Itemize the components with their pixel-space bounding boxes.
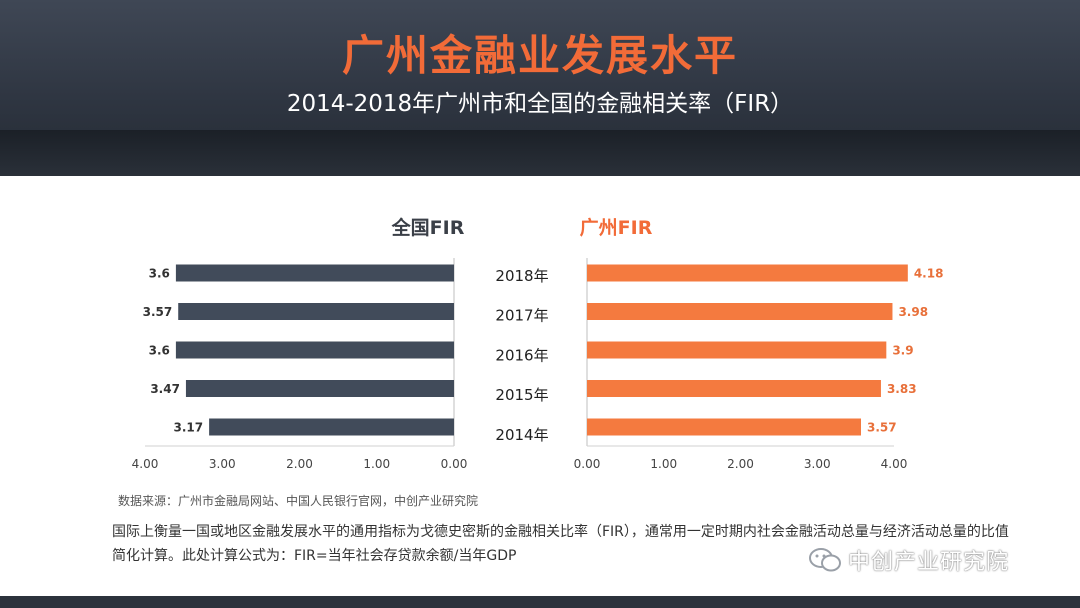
watermark: 中创产业研究院: [808, 545, 1009, 575]
data-label-left: 3.6: [149, 344, 170, 358]
data-label-right: 3.9: [892, 344, 913, 358]
data-label-left: 3.6: [149, 267, 170, 281]
data-label-right: 3.98: [898, 305, 928, 319]
bar-right: [587, 264, 908, 282]
panel-title-right: 广州FIR: [580, 216, 653, 239]
page-title: 广州金融业发展水平: [341, 31, 738, 80]
tick-label-right: 0.00: [574, 457, 601, 471]
category-label: 2014年: [495, 426, 548, 444]
tick-label-right: 3.00: [804, 457, 831, 471]
panel-title-left: 全国FIR: [391, 216, 465, 239]
data-source: 数据来源：广州市金融局网站、中国人民银行官网，中创产业研究院: [118, 494, 479, 508]
chart-area: 全国FIR 4.00 3.00 2.00 1.00 0.00 3.6 3.57 3.6 3.47 3…: [0, 176, 1080, 506]
data-label-right: 3.83: [887, 382, 917, 396]
bar-left: [175, 264, 454, 282]
data-label-left: 3.17: [174, 421, 204, 435]
category-label: 2015年: [495, 386, 548, 404]
category-label: 2016年: [495, 346, 548, 364]
data-label-right: 3.57: [867, 421, 897, 435]
tick-label-right: 2.00: [727, 457, 754, 471]
bar-left: [178, 303, 454, 320]
category-label: 2018年: [495, 267, 548, 285]
watermark-text: 中创产业研究院: [848, 550, 1010, 575]
bar-left: [209, 418, 454, 436]
header: 广州金融业发展水平 2014-2018年广州市和全国的金融相关率（FIR）: [0, 0, 1080, 176]
data-label-left: 3.47: [150, 382, 180, 396]
tick-label-right: 1.00: [650, 457, 677, 471]
data-label-left: 3.57: [143, 305, 173, 319]
bar-right: [587, 303, 893, 320]
bar-right: [587, 418, 861, 436]
category-label: 2017年: [495, 307, 548, 325]
fir-chart: 全国FIR 4.00 3.00 2.00 1.00 0.00 3.6 3.57 3.6 3.47 3…: [132, 216, 944, 471]
tick-label-left: 4.00: [132, 457, 159, 471]
bar-left: [185, 380, 454, 397]
tick-label-left: 1.00: [363, 457, 390, 471]
tick-label-left: 3.00: [209, 457, 236, 471]
header-band: [0, 130, 1080, 176]
fir-note: 国际上衡量一国或地区金融发展水平的通用指标为戈德史密斯的金融相关比率（FIR），…: [112, 524, 1009, 564]
wechat-icon: [809, 548, 841, 572]
bar-right: [587, 341, 887, 359]
bar-right: [587, 380, 881, 397]
page-subtitle: 2014-2018年广州市和全国的金融相关率（FIR）: [286, 91, 794, 117]
tick-label-right: 4.00: [881, 457, 908, 471]
bar-left: [175, 341, 454, 359]
tick-label-left: 0.00: [441, 457, 468, 471]
footer-bar: [0, 596, 1080, 608]
data-label-right: 4.18: [914, 267, 944, 281]
tick-label-left: 2.00: [286, 457, 313, 471]
